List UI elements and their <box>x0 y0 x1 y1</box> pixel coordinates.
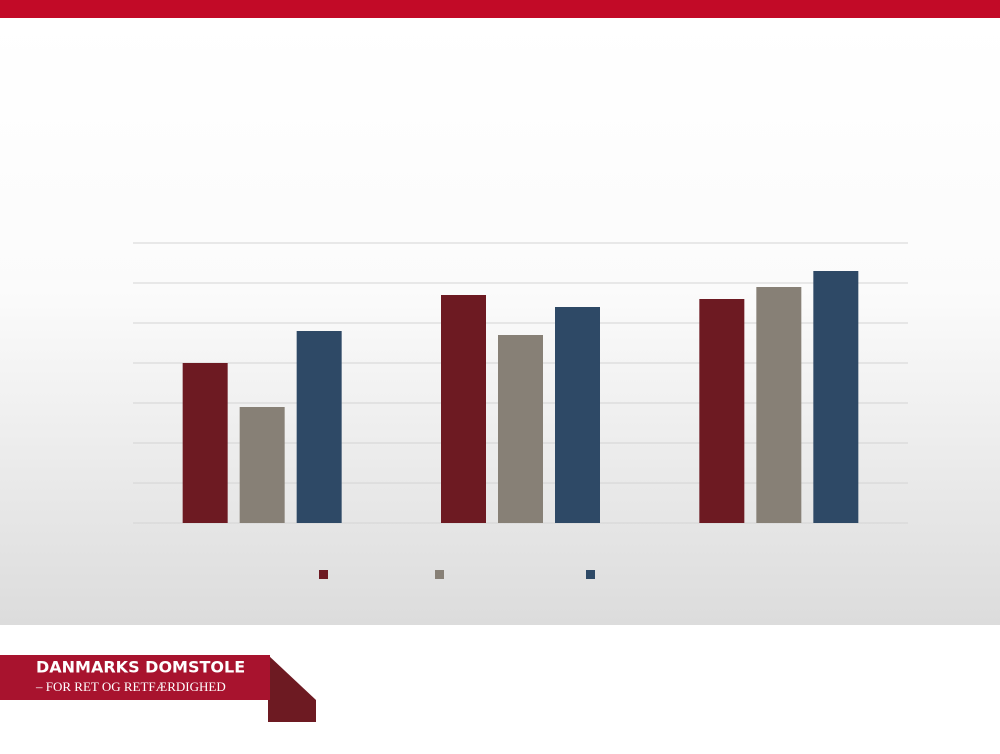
footer-fold <box>268 655 316 722</box>
bar <box>498 335 543 523</box>
footer-title: DANMARKS DOMSTOLE <box>36 658 245 677</box>
footer-band <box>0 655 270 700</box>
bar <box>239 407 285 523</box>
footer-subtitle: – FOR RET OG RETFÆRDIGHED <box>35 679 226 694</box>
legend-swatch <box>319 570 328 579</box>
legend-swatch <box>435 570 444 579</box>
bar <box>441 295 486 523</box>
bar <box>699 299 745 523</box>
bar <box>756 287 802 523</box>
top-bar <box>0 0 1000 18</box>
bar <box>555 307 600 523</box>
legend-swatch <box>586 570 595 579</box>
bar <box>813 271 859 523</box>
chart <box>133 242 908 579</box>
bar <box>182 363 228 523</box>
bar <box>296 331 342 523</box>
